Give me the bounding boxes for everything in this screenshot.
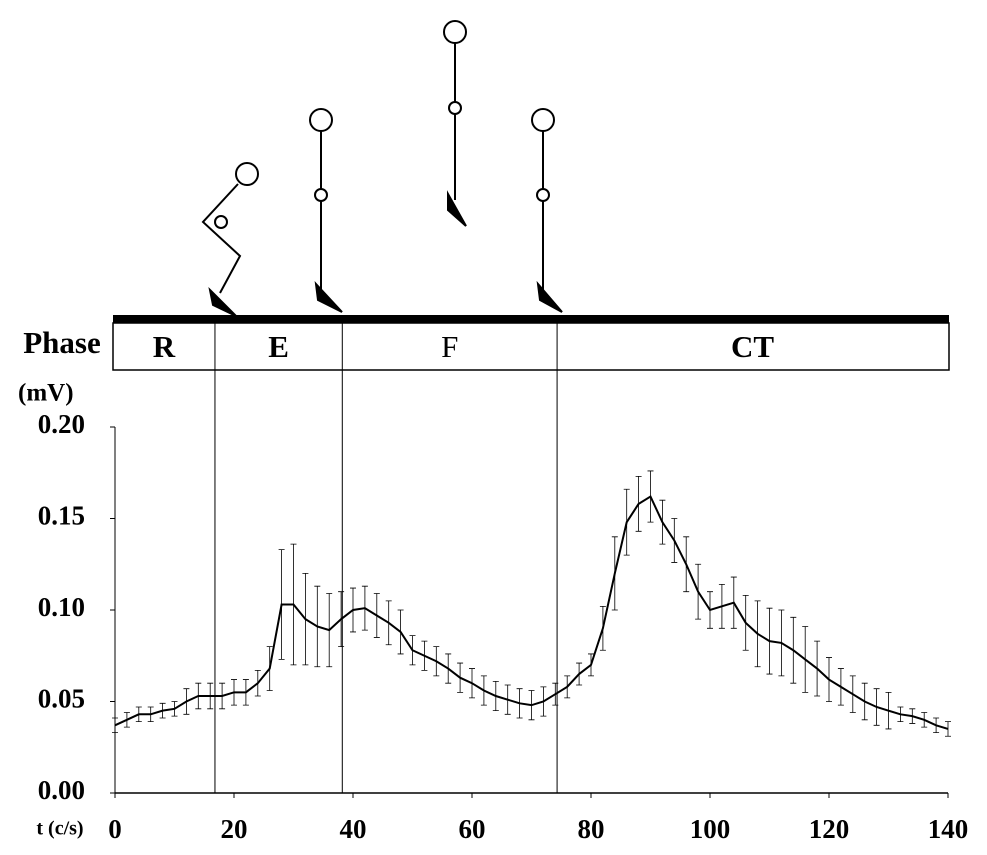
x-axis-label: t (c/s)	[36, 818, 83, 840]
x-tick-label: 0	[108, 814, 122, 844]
phase-name: CT	[731, 329, 774, 364]
ground-bar	[113, 315, 949, 323]
stick-figures	[201, 20, 563, 317]
y-tick-label: 0.15	[38, 501, 85, 531]
x-tick-label: 100	[690, 814, 731, 844]
phase-name: E	[268, 329, 289, 364]
x-tick-label: 40	[340, 814, 367, 844]
phase-name: R	[153, 329, 176, 364]
phase-bar	[112, 322, 950, 371]
x-tick-label: 20	[221, 814, 248, 844]
phase-label: Phase	[23, 325, 101, 360]
y-tick-label: 0.20	[38, 409, 85, 439]
x-tick-label: 60	[459, 814, 486, 844]
x-tick-label: 140	[928, 814, 969, 844]
phase-name: F	[441, 329, 458, 364]
x-tick-label: 80	[578, 814, 605, 844]
y-axis-label: (mV)	[18, 380, 74, 407]
y-tick-label: 0.10	[38, 592, 85, 622]
mean-line	[114, 495, 949, 730]
y-tick-label: 0.05	[38, 684, 85, 714]
y-tick-label: 0.00	[38, 775, 85, 805]
x-tick-label: 120	[809, 814, 850, 844]
